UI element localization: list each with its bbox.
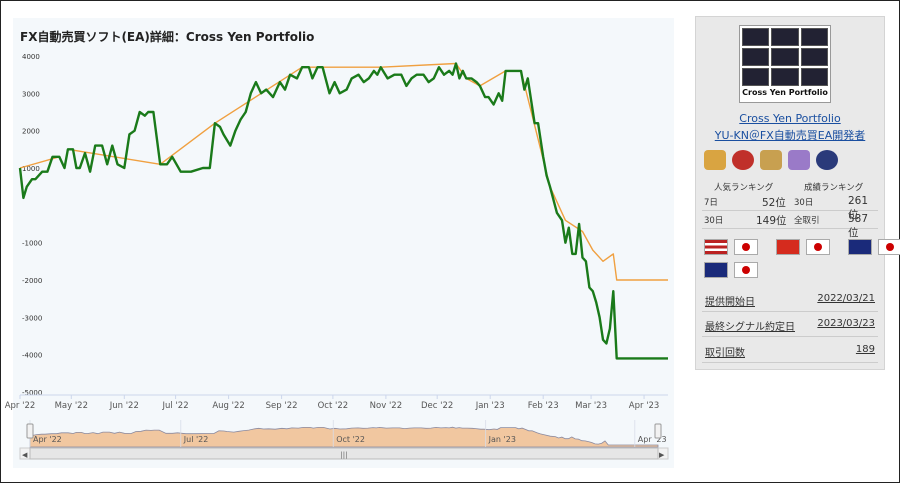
scrollbar-grip: ||| xyxy=(340,451,347,459)
navigator-label: Oct '22 xyxy=(336,435,365,444)
stopwatch-icon xyxy=(816,150,838,170)
x-tick-label: Apr '22 xyxy=(5,401,36,411)
y-tick-label: -3000 xyxy=(22,314,42,322)
x-tick-label: Apr '23 xyxy=(629,401,660,411)
x-tick-label: Dec '22 xyxy=(421,401,453,411)
y-tick-label: -2000 xyxy=(22,277,42,285)
x-tick-label: Feb '23 xyxy=(528,401,559,411)
chart-title: FX自動売買ソフト(EA)詳細：Cross Yen Portfolio xyxy=(20,30,315,44)
info-row-last-signal: 最終シグナル約定日 2023/03/23 xyxy=(702,314,878,337)
x-tick-label: Aug '22 xyxy=(212,401,244,411)
y-tick-label: -1000 xyxy=(22,240,42,248)
x-tick-label: Jan '23 xyxy=(475,401,505,411)
coins-icon xyxy=(760,150,782,170)
y-tick-label: -5000 xyxy=(22,389,42,397)
y-tick-label: 1000 xyxy=(22,165,40,173)
y-tick-label: 4000 xyxy=(22,53,40,61)
x-tick-label: May '22 xyxy=(55,401,88,411)
scroll-left-arrow-icon[interactable]: ◀ xyxy=(22,451,28,459)
navigator-handle[interactable] xyxy=(26,423,34,439)
x-tick-label: Mar '23 xyxy=(575,401,607,411)
feature-icons xyxy=(704,150,838,170)
x-tick-label: Jun '22 xyxy=(109,401,139,411)
currency-pair-flags xyxy=(704,239,900,255)
currency-pair-flags xyxy=(704,262,758,278)
popularity-ranking-label: 人気ランキング xyxy=(714,183,774,193)
jp-flag-icon xyxy=(734,262,758,278)
navigator-label: Apr '23 xyxy=(638,435,667,444)
info-row-trade-count: 取引回数 189 xyxy=(702,340,878,363)
x-tick-label: Oct '22 xyxy=(318,401,349,411)
ranking-row: 30日 149位 全取引 587位 xyxy=(702,211,878,239)
jp-flag-icon xyxy=(806,239,830,255)
product-name-link[interactable]: Cross Yen Portfolio xyxy=(739,112,841,125)
money-bag-icon xyxy=(704,150,726,170)
y-tick-label: 3000 xyxy=(22,90,40,98)
ea-sidebar: Cross Yen Portfolio Cross Yen Portfolio … xyxy=(695,16,900,370)
product-thumbnail[interactable]: Cross Yen Portfolio xyxy=(739,25,831,103)
performance-ranking-label: 成績ランキング xyxy=(804,183,864,193)
y-tick-label: -4000 xyxy=(22,352,42,360)
au-flag-icon xyxy=(848,239,872,255)
ranking-row: 7日 52位 30日 261位 xyxy=(702,193,878,221)
ch-flag-icon xyxy=(776,239,800,255)
scroll-right-arrow-icon[interactable]: ▶ xyxy=(659,451,665,459)
candlestick-icon xyxy=(788,150,810,170)
chat-bubble-icon xyxy=(732,150,754,170)
navigator-series xyxy=(29,426,659,448)
developer-link[interactable]: YU-KN＠FX自動売買EA開発者 xyxy=(714,129,866,142)
jp-flag-icon xyxy=(878,239,900,255)
navigator-label: Apr '22 xyxy=(33,435,62,444)
us-flag-icon xyxy=(704,239,728,255)
x-tick-label: Sep '22 xyxy=(266,401,298,411)
uk-flag-icon xyxy=(704,262,728,278)
x-tick-label: Nov '22 xyxy=(370,401,402,411)
y-tick-label: 2000 xyxy=(22,128,40,136)
chart-panel xyxy=(13,18,674,468)
navigator-label: Jan '23 xyxy=(488,435,516,444)
info-row-start-date: 提供開始日 2022/03/21 xyxy=(702,289,878,312)
navigator-handle[interactable] xyxy=(654,423,662,439)
thumbnail-caption: Cross Yen Portfolio xyxy=(742,88,828,97)
x-tick-label: Jul '22 xyxy=(162,401,189,411)
equity-line-green xyxy=(18,62,668,360)
scrollbar-thumb[interactable] xyxy=(29,447,659,460)
navigator-label: Jul '22 xyxy=(183,435,209,444)
jp-flag-icon xyxy=(734,239,758,255)
